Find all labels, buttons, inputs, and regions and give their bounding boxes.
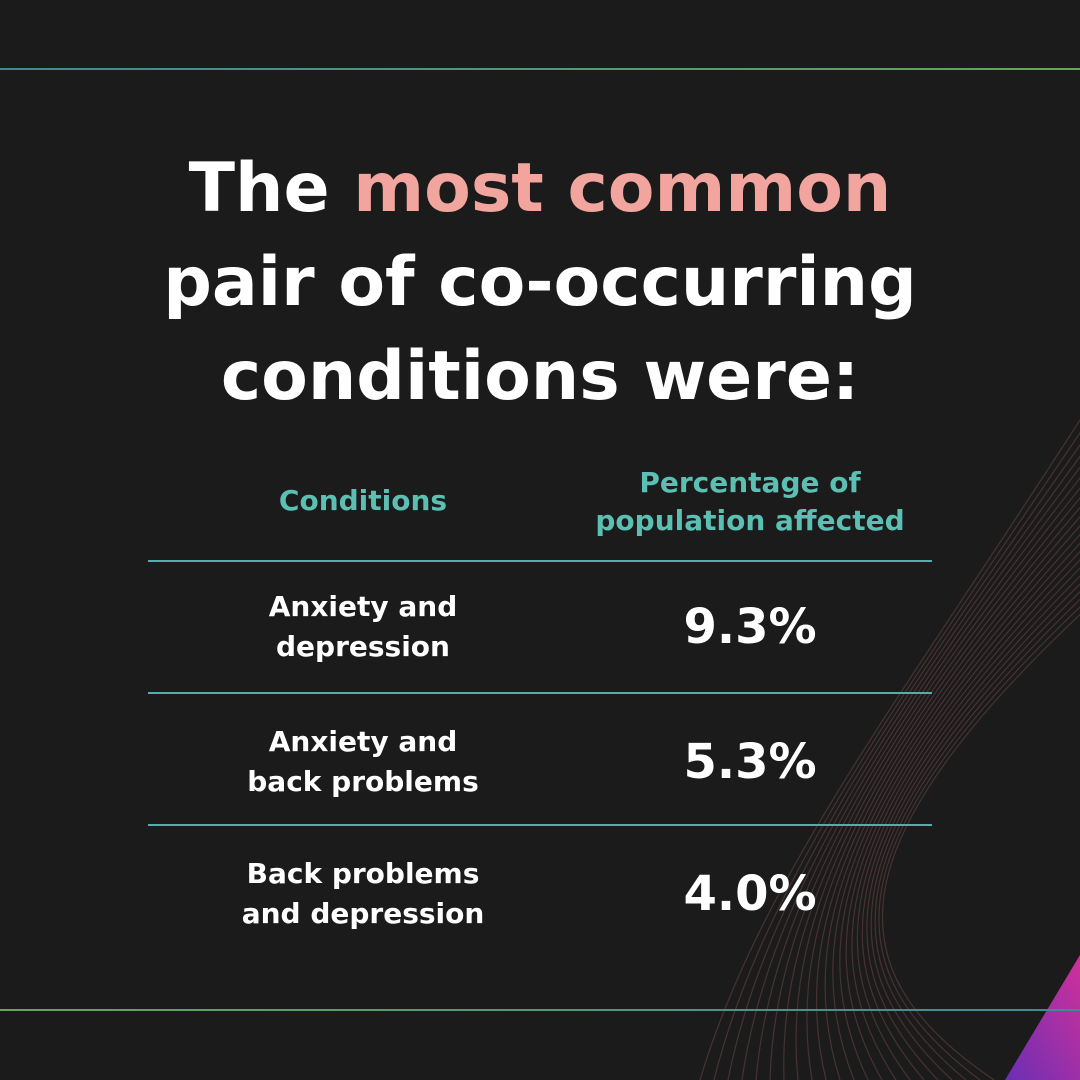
corner-triangle (1005, 955, 1080, 1080)
condition-line-2: depression (276, 630, 450, 663)
bottom-divider (0, 1009, 1080, 1011)
headline-accent: most common (353, 149, 892, 228)
column-header-conditions: Conditions (278, 484, 448, 517)
condition-cell: Anxiety and depression (208, 562, 518, 692)
condition-line-2: and depression (241, 897, 485, 930)
headline: The most common pair of co-occurring con… (0, 142, 1080, 424)
headline-prefix: The (188, 149, 354, 228)
table-divider (148, 560, 932, 562)
condition-cell: Back problems and depression (208, 829, 518, 959)
percentage-value: 5.3% (683, 734, 817, 790)
column-header-percentage: Percentage of population affected (560, 464, 940, 540)
condition-line-2: back problems (247, 765, 479, 798)
percentage-value: 9.3% (683, 599, 817, 655)
table-row: Anxiety and depression 9.3% (148, 562, 932, 692)
table-row: Back problems and depression 4.0% (148, 829, 932, 959)
condition-line-1: Anxiety and (268, 590, 458, 623)
top-divider (0, 68, 1080, 70)
headline-line-3: conditions were: (220, 337, 860, 416)
column-header-percentage-line-1: Percentage of (639, 466, 861, 499)
table-divider (148, 692, 932, 694)
column-header-percentage-line-2: population affected (595, 504, 905, 537)
table-row: Anxiety and back problems 5.3% (148, 697, 932, 827)
percentage-value: 4.0% (683, 866, 817, 922)
condition-line-1: Back problems (246, 857, 480, 890)
headline-line-2: pair of co-occurring (163, 243, 917, 322)
condition-cell: Anxiety and back problems (208, 697, 518, 827)
condition-line-1: Anxiety and (268, 725, 458, 758)
table-divider (148, 824, 932, 826)
